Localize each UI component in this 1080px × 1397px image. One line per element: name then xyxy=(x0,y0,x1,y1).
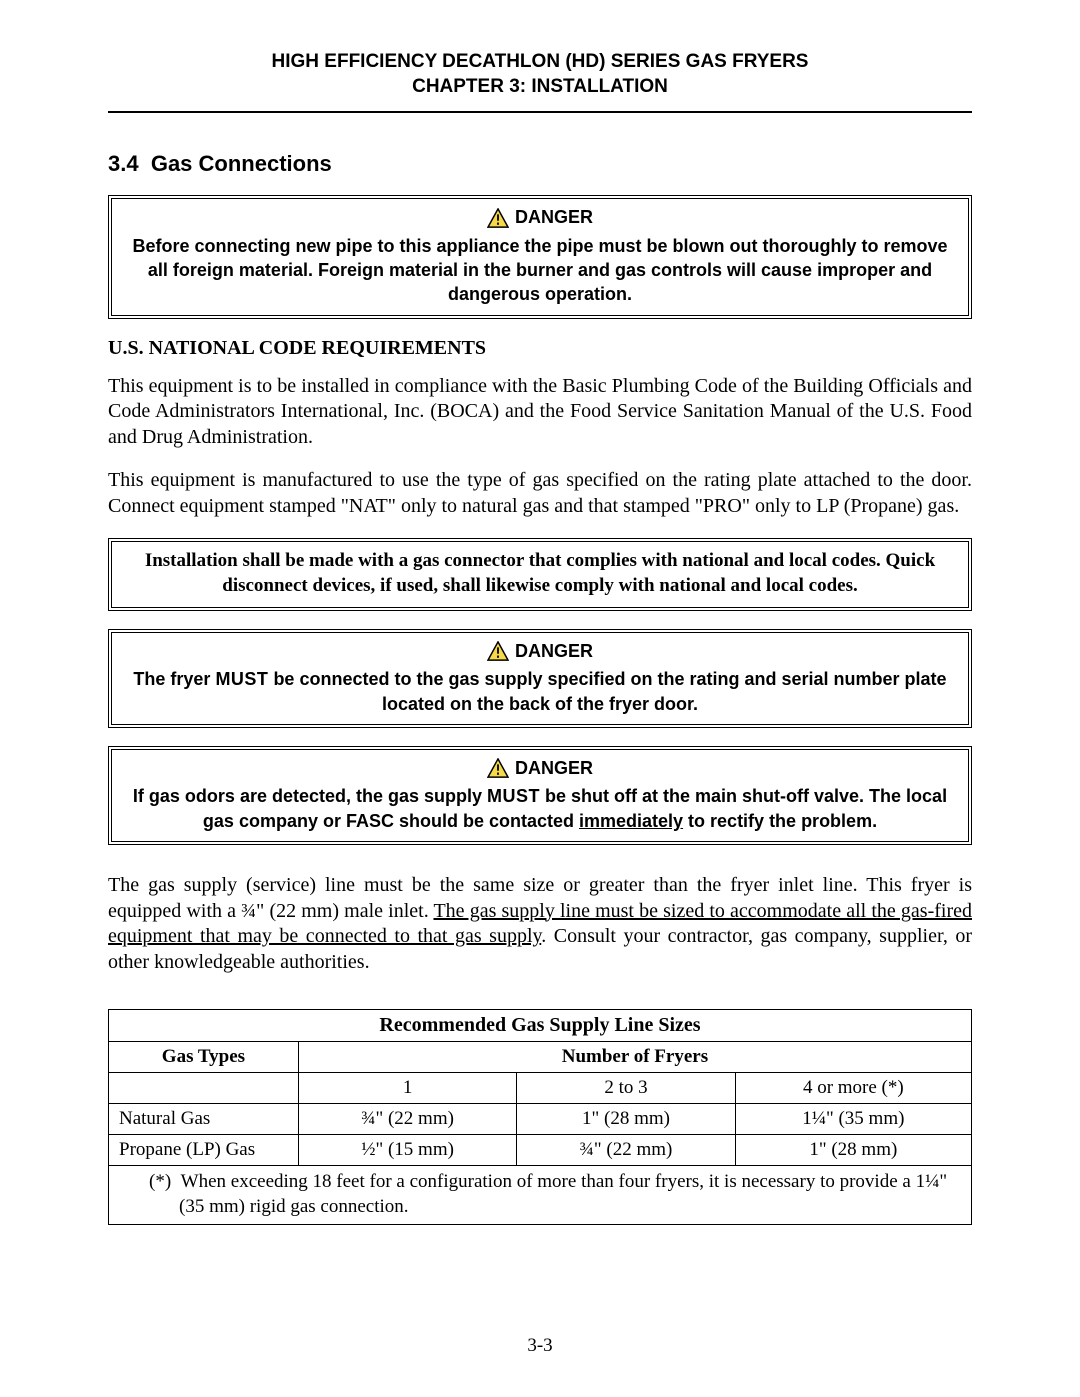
danger-label: DANGER xyxy=(515,639,593,663)
danger-box-1: DANGER Before connecting new pipe to thi… xyxy=(108,195,972,318)
danger-1-text: Before connecting new pipe to this appli… xyxy=(122,234,958,307)
danger-box-3: DANGER If gas odors are detected, the ga… xyxy=(108,746,972,845)
subheading-us-code: U.S. NATIONAL CODE REQUIREMENTS xyxy=(108,337,972,360)
empty-cell xyxy=(109,1073,299,1104)
row0-label: Natural Gas xyxy=(109,1104,299,1135)
table-note-row: (*) When exceeding 18 feet for a configu… xyxy=(109,1166,972,1224)
row1-c1: ¾" (22 mm) xyxy=(517,1135,735,1166)
page-number: 3-3 xyxy=(0,1335,1080,1357)
header-line-1: HIGH EFFICIENCY DECATHLON (HD) SERIES GA… xyxy=(108,50,972,75)
danger-2-text: The fryer MUST be connected to the gas s… xyxy=(122,667,958,716)
warning-triangle-icon xyxy=(487,758,509,778)
row1-c2: 1" (28 mm) xyxy=(735,1135,971,1166)
col-number-fryers: Number of Fryers xyxy=(298,1042,971,1073)
row0-c0: ¾" (22 mm) xyxy=(298,1104,516,1135)
num-col-1: 1 xyxy=(298,1073,516,1104)
row1-label: Propane (LP) Gas xyxy=(109,1135,299,1166)
section-heading: 3.4 Gas Connections xyxy=(108,151,972,177)
table-header-row: Gas Types Number of Fryers xyxy=(109,1042,972,1073)
table-number-row: 1 2 to 3 4 or more (*) xyxy=(109,1073,972,1104)
danger-box-2: DANGER The fryer MUST be connected to th… xyxy=(108,629,972,728)
must-word: MUST xyxy=(487,786,540,806)
num-col-2: 2 to 3 xyxy=(517,1073,735,1104)
row1-c0: ½" (15 mm) xyxy=(298,1135,516,1166)
danger-heading: DANGER xyxy=(487,756,593,780)
header-line-2: CHAPTER 3: INSTALLATION xyxy=(108,75,972,100)
page: HIGH EFFICIENCY DECATHLON (HD) SERIES GA… xyxy=(0,0,1080,1397)
paragraph-1: This equipment is to be installed in com… xyxy=(108,374,972,451)
table-note: (*) When exceeding 18 feet for a configu… xyxy=(109,1166,972,1224)
danger-3-post: to rectify the problem. xyxy=(683,811,877,831)
warning-triangle-icon xyxy=(487,208,509,228)
danger-label: DANGER xyxy=(515,756,593,780)
section-title-text: Gas Connections xyxy=(151,151,332,176)
col-gas-types: Gas Types xyxy=(109,1042,299,1073)
info-box-connector: Installation shall be made with a gas co… xyxy=(108,538,972,611)
section-number: 3.4 xyxy=(108,151,139,176)
paragraph-2: This equipment is manufactured to use th… xyxy=(108,468,972,519)
row0-c2: 1¼" (35 mm) xyxy=(735,1104,971,1135)
danger-heading: DANGER xyxy=(487,205,593,229)
warning-triangle-icon xyxy=(487,641,509,661)
must-word: MUST xyxy=(215,669,268,689)
danger-3-pre: If gas odors are detected, the gas suppl… xyxy=(133,786,487,806)
gas-supply-table: Recommended Gas Supply Line Sizes Gas Ty… xyxy=(108,1009,972,1224)
paragraph-3: The gas supply (service) line must be th… xyxy=(108,873,972,975)
table-title: Recommended Gas Supply Line Sizes xyxy=(109,1010,972,1042)
table-title-row: Recommended Gas Supply Line Sizes xyxy=(109,1010,972,1042)
danger-3-underlined: immediately xyxy=(579,811,683,831)
document-header: HIGH EFFICIENCY DECATHLON (HD) SERIES GA… xyxy=(108,50,972,99)
header-rule xyxy=(108,111,972,113)
danger-2-mid: be connected to the gas supply specified… xyxy=(268,669,946,713)
table-row: Propane (LP) Gas ½" (15 mm) ¾" (22 mm) 1… xyxy=(109,1135,972,1166)
danger-label: DANGER xyxy=(515,205,593,229)
danger-heading: DANGER xyxy=(487,639,593,663)
note-text: When exceeding 18 feet for a configurati… xyxy=(179,1171,947,1217)
table-row: Natural Gas ¾" (22 mm) 1" (28 mm) 1¼" (3… xyxy=(109,1104,972,1135)
danger-2-pre: The fryer xyxy=(133,669,215,689)
row0-c1: 1" (28 mm) xyxy=(517,1104,735,1135)
danger-3-text: If gas odors are detected, the gas suppl… xyxy=(122,784,958,833)
num-col-3: 4 or more (*) xyxy=(735,1073,971,1104)
note-marker: (*) xyxy=(149,1171,171,1192)
